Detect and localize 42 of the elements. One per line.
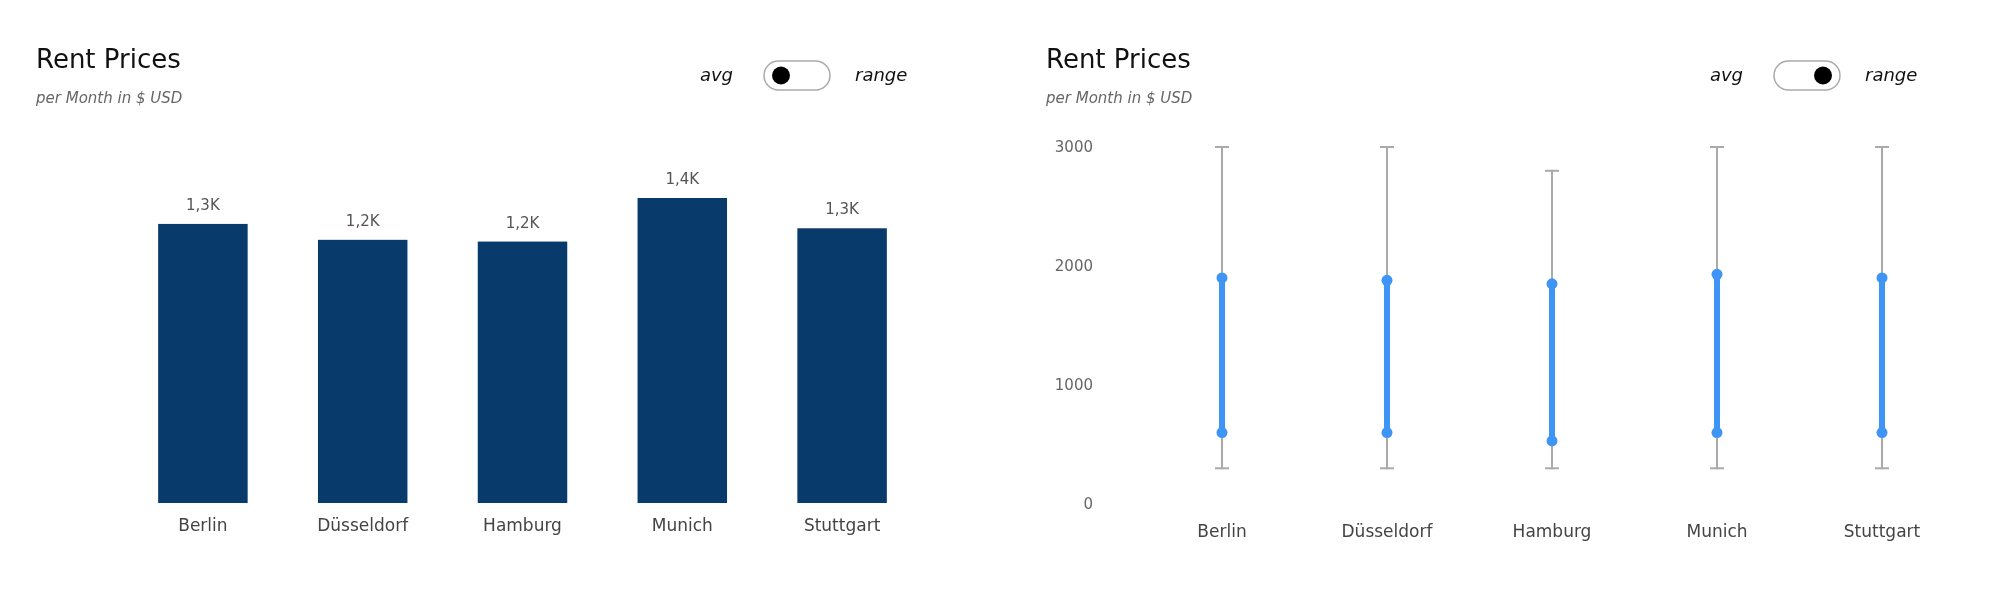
- bar: [158, 223, 248, 503]
- x-tick-label: Hamburg: [483, 515, 562, 535]
- point: [1216, 272, 1228, 284]
- point: [1546, 278, 1558, 290]
- y-tick-label: 2000: [1054, 257, 1093, 275]
- data-label: 1,2K: [345, 211, 381, 230]
- y-tick-label: 1000: [1054, 376, 1093, 394]
- chart-subtitle: per Month in $ USD: [35, 89, 183, 107]
- point: [1381, 274, 1393, 286]
- data-label: 1,2K: [505, 213, 541, 232]
- x-tick-label: Düsseldorf: [317, 515, 410, 535]
- point: [1711, 427, 1723, 439]
- x-tick-label: Stuttgart: [803, 515, 881, 535]
- point: [1216, 427, 1228, 439]
- bar: [317, 239, 408, 503]
- bar: [797, 228, 887, 503]
- x-tick-label: Munich: [651, 515, 713, 535]
- point: [1546, 435, 1558, 447]
- y-tick-label: 3000: [1054, 138, 1093, 156]
- x-tick-label: Hamburg: [1512, 521, 1592, 541]
- x-tick-label: Düsseldorf: [1341, 521, 1434, 541]
- x-tick-label: Munich: [1686, 521, 1748, 541]
- point: [1876, 427, 1888, 439]
- bar: [637, 198, 728, 503]
- chart-title: Rent Prices: [36, 44, 181, 74]
- chart-title: Rent Prices: [1046, 44, 1191, 74]
- text: avg: [1709, 64, 1743, 85]
- bar: [477, 241, 568, 503]
- text: avg: [699, 64, 733, 85]
- point: [1876, 272, 1888, 284]
- data-label: 1,4K: [665, 170, 701, 188]
- x-tick-label: Stuttgart: [1843, 521, 1921, 541]
- point: [1381, 427, 1393, 439]
- text: range: [1865, 64, 1918, 85]
- data-label: 1,3K: [825, 200, 861, 219]
- x-tick-label: Berlin: [1197, 521, 1247, 541]
- data-label: 1,3K: [186, 195, 221, 214]
- text: range: [855, 64, 908, 85]
- y-tick-label: 0: [1083, 495, 1093, 513]
- x-tick-label: Berlin: [178, 515, 228, 535]
- chart-subtitle: per Month in $ USD: [1045, 89, 1193, 107]
- point: [1711, 268, 1723, 280]
